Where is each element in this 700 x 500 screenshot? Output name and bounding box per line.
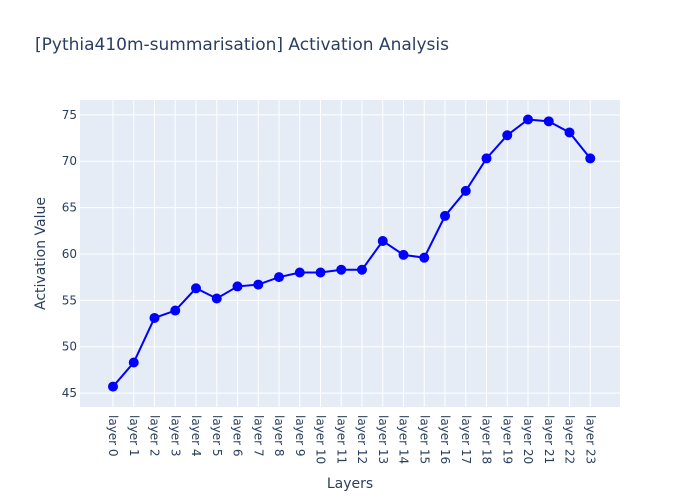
data-point bbox=[149, 312, 160, 323]
y-tick-label: 70 bbox=[62, 154, 77, 168]
x-tick-label: layer 20 bbox=[521, 415, 535, 464]
x-tick-label: layer 23 bbox=[583, 415, 597, 464]
data-point bbox=[108, 381, 118, 392]
data-point bbox=[460, 185, 471, 196]
x-tick-label: layer 3 bbox=[168, 415, 182, 457]
chart-title: [Pythia410m-summarisation] Activation An… bbox=[35, 35, 449, 55]
data-point bbox=[481, 153, 492, 164]
x-tick-label: layer 2 bbox=[148, 415, 162, 457]
series-activation bbox=[108, 114, 596, 392]
data-point bbox=[357, 264, 367, 275]
data-point bbox=[253, 279, 264, 290]
data-point bbox=[523, 114, 533, 125]
data-point bbox=[211, 293, 222, 304]
x-tick-label: layer 6 bbox=[231, 415, 245, 457]
y-tick-label: 55 bbox=[62, 293, 77, 307]
data-point bbox=[377, 235, 388, 246]
data-point bbox=[336, 264, 347, 275]
x-tick-label: layer 1 bbox=[127, 415, 141, 457]
x-tick-label: layer 12 bbox=[355, 415, 369, 464]
data-point bbox=[128, 357, 139, 368]
x-tick-label: layer 18 bbox=[480, 415, 494, 464]
x-tick-label: layer 5 bbox=[210, 415, 224, 457]
data-point bbox=[294, 267, 305, 278]
data-point bbox=[398, 249, 409, 260]
x-tick-label: layer 14 bbox=[397, 415, 411, 464]
y-axis-ticks: 45 50 55 60 65 70 75 bbox=[62, 108, 77, 400]
x-tick-label: layer 8 bbox=[272, 415, 286, 457]
grid-lines bbox=[80, 100, 620, 407]
x-tick-label: layer 22 bbox=[563, 415, 577, 464]
x-tick-label: layer 4 bbox=[189, 415, 203, 457]
y-axis-title: Activation Value bbox=[33, 197, 49, 310]
x-tick-label: layer 16 bbox=[438, 415, 452, 464]
x-tick-label: layer 10 bbox=[314, 415, 328, 464]
data-point bbox=[419, 252, 430, 263]
data-point bbox=[502, 130, 513, 141]
data-point bbox=[232, 281, 243, 292]
x-tick-label: layer 13 bbox=[376, 415, 390, 464]
y-tick-label: 60 bbox=[62, 247, 77, 261]
data-point bbox=[170, 305, 181, 316]
x-axis-ticks: layer 0 layer 1 layer 2 layer 3 layer 4 layer… bbox=[106, 415, 597, 464]
y-tick-label: 65 bbox=[62, 201, 77, 215]
data-point bbox=[585, 153, 596, 164]
data-point bbox=[564, 127, 575, 138]
data-point bbox=[440, 210, 450, 221]
x-tick-label: layer 21 bbox=[542, 415, 556, 464]
x-tick-label: layer 9 bbox=[293, 415, 307, 457]
data-point bbox=[543, 116, 554, 127]
y-tick-label: 75 bbox=[62, 108, 77, 122]
data-point bbox=[191, 283, 201, 294]
y-tick-label: 45 bbox=[62, 386, 77, 400]
data-point bbox=[274, 272, 284, 283]
x-tick-label: layer 7 bbox=[251, 415, 265, 457]
x-axis-title: Layers bbox=[327, 476, 373, 492]
x-tick-label: layer 15 bbox=[417, 415, 431, 464]
x-tick-label: layer 19 bbox=[500, 415, 514, 464]
x-tick-label: layer 11 bbox=[334, 415, 348, 464]
y-tick-label: 50 bbox=[62, 340, 77, 354]
data-point bbox=[315, 267, 326, 278]
x-tick-label: layer 0 bbox=[106, 415, 120, 457]
x-tick-label: layer 17 bbox=[459, 415, 473, 464]
